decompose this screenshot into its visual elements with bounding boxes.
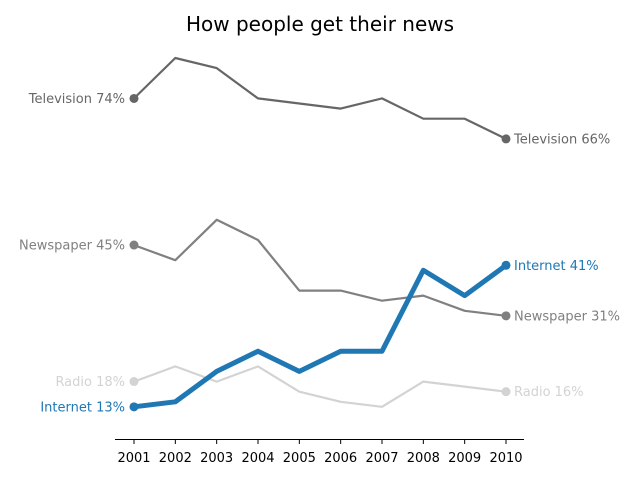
series-radio: Radio 18% Radio 16% bbox=[55, 365, 584, 408]
x-tick-label-2002: 2002 bbox=[159, 451, 192, 466]
series-newspaper: Newspaper 45% Newspaper 31% bbox=[19, 218, 620, 324]
internet-end-label: Internet 41% bbox=[514, 259, 599, 274]
television-end-label: Television 66% bbox=[513, 132, 610, 147]
television-start-label: Television 74% bbox=[28, 92, 125, 107]
internet-start-label: Internet 13% bbox=[40, 400, 125, 415]
newspaper-line bbox=[132, 218, 508, 317]
television-point-2010 bbox=[501, 134, 511, 144]
series-layer: Television 74% Television 66% Newspaper 45… bbox=[19, 56, 620, 416]
x-tick-label-2009: 2009 bbox=[448, 451, 481, 466]
x-tick-label-2007: 2007 bbox=[365, 451, 398, 466]
newspaper-start-label: Newspaper 45% bbox=[19, 239, 125, 254]
radio-point-2010 bbox=[501, 387, 511, 397]
television-point-2001 bbox=[129, 93, 139, 103]
internet-point-2010 bbox=[501, 260, 511, 270]
television-line bbox=[132, 56, 508, 140]
newspaper-point-2010 bbox=[501, 311, 511, 321]
radio-start-label: Radio 18% bbox=[55, 375, 125, 390]
chart-title: How people get their news bbox=[186, 12, 454, 36]
x-tick-label-2004: 2004 bbox=[241, 451, 274, 466]
x-tick-label-2006: 2006 bbox=[324, 451, 357, 466]
radio-line bbox=[132, 365, 508, 408]
series-television: Television 74% Television 66% bbox=[28, 56, 610, 147]
x-axis-ticks: 2001 2002 2003 2004 2005 2006 2007 2008 2009 2010 bbox=[117, 439, 523, 466]
x-tick-label-2003: 2003 bbox=[200, 451, 233, 466]
newspaper-point-2001 bbox=[129, 240, 139, 250]
radio-end-label: Radio 16% bbox=[514, 385, 584, 400]
internet-point-2001 bbox=[129, 402, 139, 412]
x-tick-label-2005: 2005 bbox=[283, 451, 316, 466]
x-tick-label-2008: 2008 bbox=[407, 451, 440, 466]
internet-line bbox=[131, 262, 509, 410]
x-tick-label-2010: 2010 bbox=[489, 451, 522, 466]
series-internet: Internet 13% Internet 41% bbox=[40, 259, 598, 416]
radio-point-2001 bbox=[129, 377, 139, 387]
newspaper-end-label: Newspaper 31% bbox=[514, 309, 620, 324]
x-tick-label-2001: 2001 bbox=[117, 451, 150, 466]
